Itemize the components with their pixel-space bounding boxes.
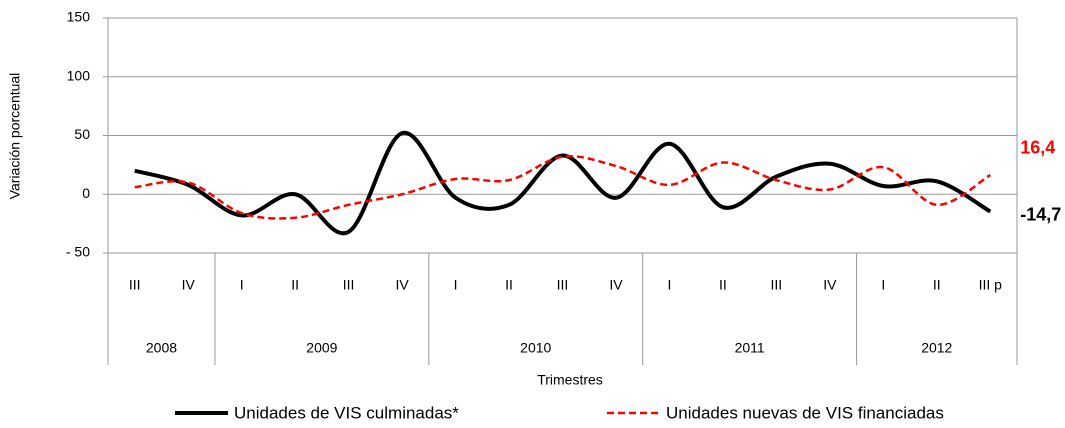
value-label: 16,4 xyxy=(1020,138,1055,158)
x-tick-label: IV xyxy=(182,277,196,293)
group-label: 2009 xyxy=(306,340,337,356)
value-label: -14,7 xyxy=(1020,204,1061,224)
legend-label: Unidades nuevas de VIS financiadas xyxy=(666,403,944,422)
legend-label: Unidades de VIS culminadas* xyxy=(234,403,459,422)
x-tick-label: III xyxy=(771,277,783,293)
x-axis-label: Trimestres xyxy=(537,372,603,388)
x-tick-label: I xyxy=(667,277,671,293)
x-tick-label: II xyxy=(933,277,941,293)
x-tick-label: III p xyxy=(979,277,1003,293)
y-tick-label: - 50 xyxy=(66,244,90,260)
series-line xyxy=(134,154,991,220)
x-tick-label: IV xyxy=(395,277,409,293)
x-tick-label: III xyxy=(343,277,355,293)
x-tick-label: I xyxy=(454,277,458,293)
group-label: 2012 xyxy=(921,340,952,356)
y-tick-label: 100 xyxy=(67,67,91,83)
group-label: 2011 xyxy=(735,340,765,356)
y-tick-label: 150 xyxy=(67,9,91,25)
x-tick-label: IV xyxy=(823,277,837,293)
y-tick-label: 50 xyxy=(74,126,90,142)
x-tick-label: II xyxy=(505,277,513,293)
y-tick-label: 0 xyxy=(82,185,90,201)
x-tick-label: I xyxy=(240,277,244,293)
group-label: 2008 xyxy=(146,340,177,356)
x-tick-label: III xyxy=(129,277,141,293)
series-line xyxy=(134,131,992,236)
x-tick-label: III xyxy=(557,277,569,293)
x-tick-label: II xyxy=(719,277,727,293)
y-axis-label: Variación porcentual xyxy=(7,73,23,200)
x-tick-label: IV xyxy=(609,277,623,293)
x-tick-label: II xyxy=(291,277,299,293)
x-tick-label: I xyxy=(881,277,885,293)
group-label: 2010 xyxy=(520,340,551,356)
